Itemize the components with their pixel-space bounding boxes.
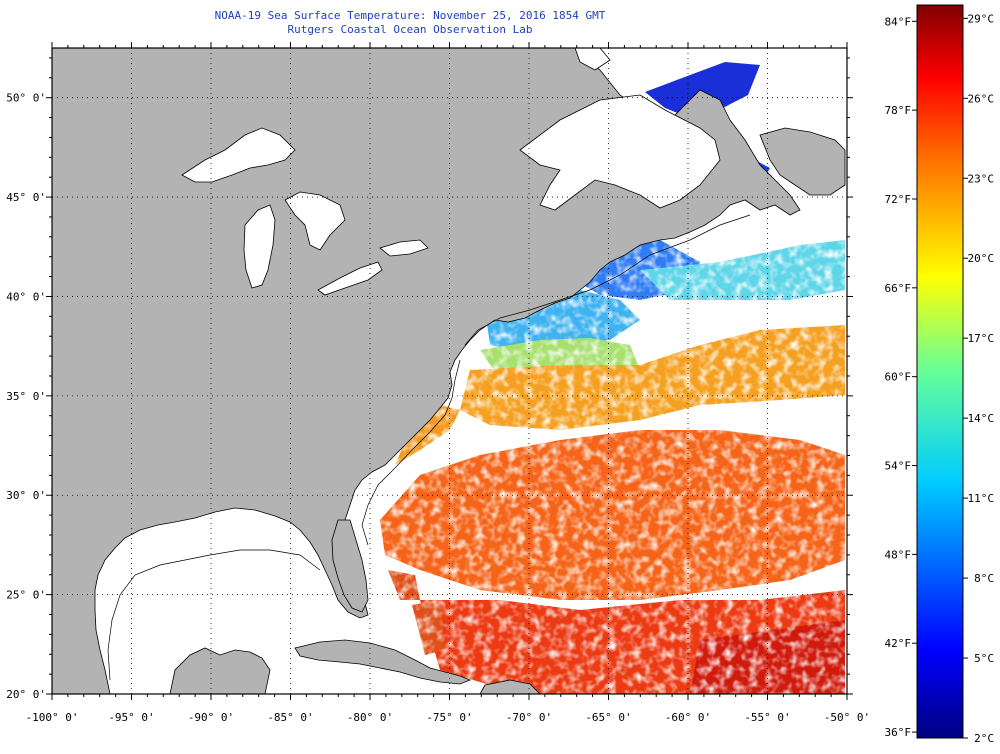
lat-label: 20° 0'	[6, 688, 46, 701]
land-newfoundland	[759, 127, 846, 196]
celsius-label: 17°C	[968, 332, 995, 345]
lat-axis-labels: 20° 0' 25° 0' 30° 0' 35° 0' 40° 0' 45° 0…	[6, 92, 46, 701]
celsius-label: 11°C	[968, 492, 995, 505]
fahrenheit-label: 84°F	[885, 15, 912, 28]
fahrenheit-label: 36°F	[885, 726, 912, 739]
lat-label: 45° 0'	[6, 191, 46, 204]
celsius-label: 20°C	[968, 252, 995, 265]
fahrenheit-label: 48°F	[885, 548, 912, 561]
lon-label: -55° 0'	[744, 711, 790, 724]
colorbar-fahrenheit-labels: 84°F 78°F 72°F 66°F 60°F 54°F 48°F 42°F …	[885, 15, 912, 739]
lon-label: -85° 0'	[267, 711, 313, 724]
great-lakes	[181, 48, 721, 296]
lon-label: -95° 0'	[108, 711, 154, 724]
celsius-label: 2°C	[974, 732, 994, 745]
lake-ontario	[379, 239, 429, 257]
lon-label: -100° 0'	[26, 711, 79, 724]
colorbar-gradient	[916, 4, 964, 739]
land-hispaniola	[479, 679, 541, 694]
gulf-shelf-contour	[107, 549, 321, 681]
fahrenheit-label: 42°F	[885, 637, 912, 650]
axis-ticks	[46, 42, 853, 700]
hudson-bay-edge	[574, 48, 611, 71]
land-cuba	[294, 639, 472, 685]
lon-label: -75° 0'	[426, 711, 472, 724]
lat-label: 40° 0'	[6, 290, 46, 303]
colorbar: 84°F 78°F 72°F 66°F 60°F 54°F 48°F 42°F …	[885, 4, 995, 745]
land-north-america	[52, 48, 801, 694]
lat-label: 25° 0'	[6, 589, 46, 602]
fahrenheit-label: 66°F	[885, 282, 912, 295]
fahrenheit-label: 60°F	[885, 371, 912, 384]
lon-label: -90° 0'	[188, 711, 234, 724]
lat-label: 35° 0'	[6, 390, 46, 403]
map-layers	[52, 48, 847, 694]
fahrenheit-label: 78°F	[885, 104, 912, 117]
lon-label: -70° 0'	[506, 711, 552, 724]
celsius-label: 5°C	[974, 652, 994, 665]
fahrenheit-label: 72°F	[885, 193, 912, 206]
shelf-break-southeast	[361, 359, 461, 546]
celsius-label: 8°C	[974, 572, 994, 585]
celsius-label: 23°C	[968, 172, 995, 185]
celsius-label: 26°C	[968, 92, 995, 105]
map-title: NOAA-19 Sea Surface Temperature: Novembe…	[214, 9, 606, 22]
lon-label: -80° 0'	[347, 711, 393, 724]
land-florida	[331, 519, 369, 613]
shelf-contours	[107, 214, 751, 681]
shelf-break-north	[464, 214, 751, 346]
colorbar-ticks	[912, 17, 968, 739]
celsius-label: 14°C	[968, 412, 995, 425]
lon-label: -50° 0'	[824, 711, 870, 724]
lon-axis-labels: -100° 0' -95° 0' -90° 0' -85° 0' -80° 0'…	[26, 711, 871, 724]
celsius-label: 29°C	[968, 12, 995, 25]
colorbar-celsius-labels: 29°C 26°C 23°C 20°C 17°C 14°C 11°C 8°C 5…	[968, 12, 995, 745]
sst-labrador-patch	[645, 62, 760, 118]
lon-label: -65° 0'	[585, 711, 631, 724]
gulf-st-lawrence	[519, 94, 721, 211]
lake-superior	[181, 127, 296, 183]
land-layer	[52, 48, 846, 694]
lat-label: 30° 0'	[6, 489, 46, 502]
map-subtitle: Rutgers Coastal Ocean Observation Lab	[287, 23, 533, 36]
lake-erie	[317, 261, 383, 296]
lake-michigan	[243, 204, 276, 289]
land-yucatan	[169, 647, 271, 694]
lake-huron	[284, 191, 346, 251]
fahrenheit-label: 54°F	[885, 460, 912, 473]
lat-label: 50° 0'	[6, 92, 46, 105]
lon-label: -60° 0'	[665, 711, 711, 724]
